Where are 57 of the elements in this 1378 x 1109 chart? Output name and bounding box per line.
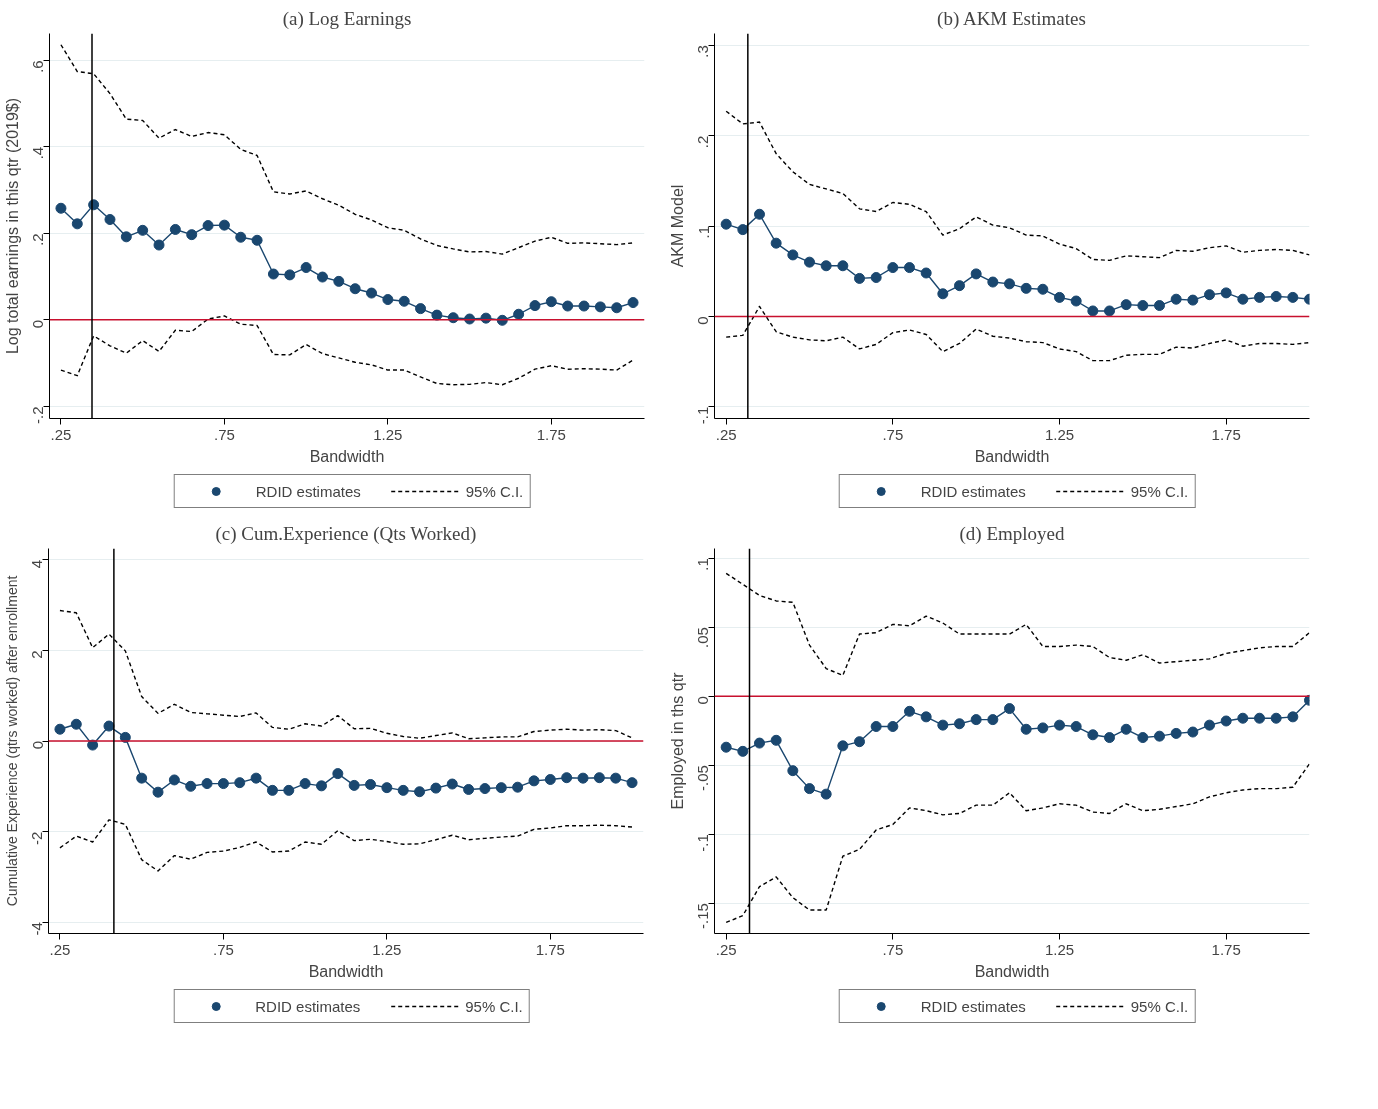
x-tick-label: .25 [49,940,71,958]
y-axis-title: AKM Model [668,184,686,268]
y-tick-label: -.15 [694,903,712,929]
x-tick-label: 1.25 [373,425,403,443]
x-tick-label: 1.75 [1211,940,1241,958]
x-axis-title: Bandwidth [974,962,1050,980]
y-tick-label: .1 [694,225,712,239]
chart-title: (a) Log Earnings [282,7,412,30]
y-tick-label: 0 [28,741,46,750]
x-tick-label: .25 [715,940,737,958]
x-tick-label: .25 [50,425,72,443]
x-axis-title: Bandwidth [974,447,1050,465]
x-tick-label: 1.25 [1044,425,1075,443]
y-axis-title: Cumulative Experience (qtrs worked) after enrollment [3,575,20,907]
x-tick-label: 1.25 [372,940,402,958]
y-axis-title: Log total earnings in this qtr (2019$) [3,97,21,355]
legend-label: 95% C.I. [1130,997,1189,1015]
legend-label: 95% C.I. [465,997,523,1015]
x-axis-title: Bandwidth [308,962,384,980]
y-tick-label: 0 [29,319,47,329]
legend-label: RDID estimates [255,997,361,1015]
chart-title: (c) Cum.Experience (Qts Worked) [215,522,477,545]
chart-title: (d) Employed [959,522,1065,545]
y-tick-label: .4 [29,146,47,160]
legend-label: RDID estimates [920,997,1026,1015]
y-tick-label: 4 [28,559,46,569]
legend-label: RDID estimates [920,482,1026,500]
x-tick-label: .75 [882,940,904,958]
y-tick-label: -.2 [29,406,47,424]
x-tick-label: 1.25 [1044,940,1075,958]
y-tick-label: 0 [694,696,712,705]
x-tick-label: .75 [213,425,235,443]
y-tick-label: -.1 [694,406,712,425]
x-tick-label: 1.75 [1211,425,1241,443]
y-tick-label: 2 [28,650,46,659]
y-tick-label: -.1 [694,834,712,852]
x-axis-title: Bandwidth [309,447,385,465]
y-tick-label: .05 [694,627,712,649]
legend-label: RDID estimates [255,482,361,500]
y-tick-label: .3 [694,45,712,58]
x-tick-label: .75 [212,940,234,958]
x-tick-label: .25 [715,425,737,443]
y-tick-label: -2 [28,831,46,845]
chart-title: (b) AKM Estimates [937,7,1086,30]
x-tick-label: 1.75 [536,425,566,443]
y-tick-label: .2 [29,233,47,246]
legend-label: 95% C.I. [1130,482,1189,500]
y-tick-label: 0 [694,316,712,325]
x-tick-label: .75 [882,425,904,443]
y-tick-label: .1 [694,558,712,571]
y-tick-label: .2 [694,135,712,149]
x-tick-label: 1.75 [535,940,565,958]
y-tick-label: -.05 [694,765,712,791]
legend-label: 95% C.I. [465,482,524,500]
y-tick-label: .6 [29,60,47,73]
y-axis-title: Employed in ths qtr [668,671,686,810]
y-tick-label: -4 [28,922,46,936]
